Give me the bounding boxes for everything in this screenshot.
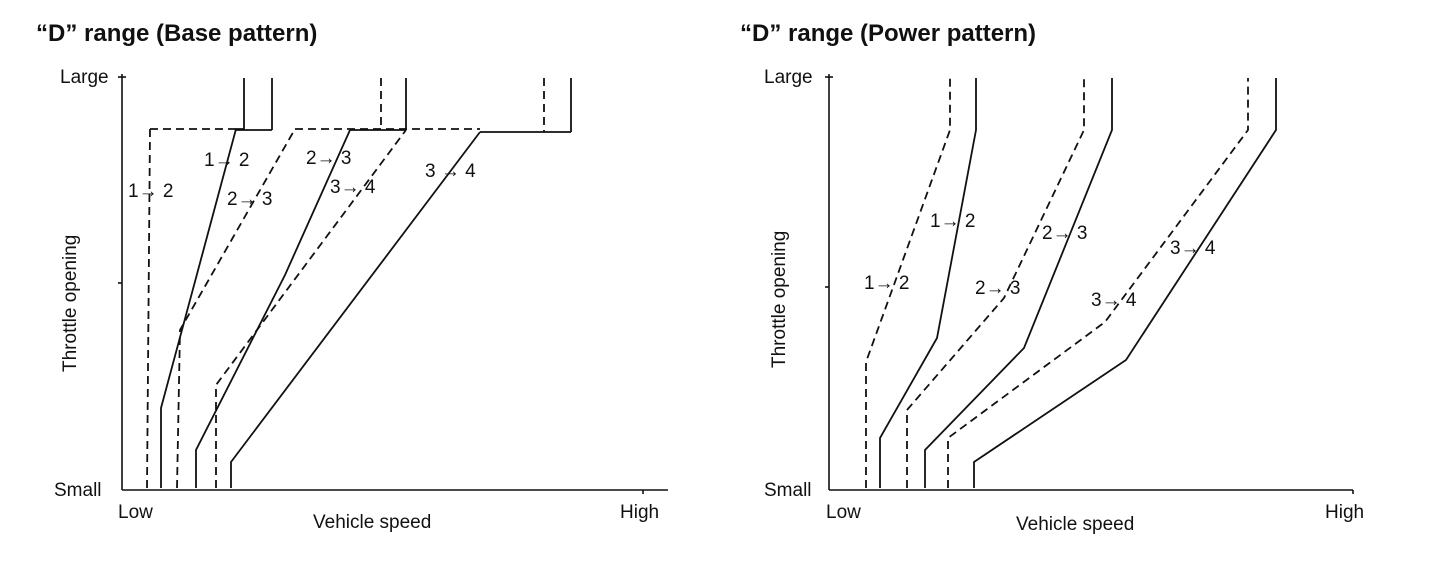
shift-line-1-2-down	[146, 128, 151, 489]
y-axis-top-label: Large	[764, 67, 813, 88]
shift-annotation: 2→ 3	[227, 189, 272, 210]
shift-annotation: 3→ 4	[1091, 290, 1137, 311]
y-axis-bottom-label: Small	[764, 480, 812, 501]
shift-line-3-4-down	[947, 78, 1249, 488]
y-axis-title: Throttle opening	[769, 231, 790, 368]
y-axis-bottom-label: Small	[54, 480, 102, 501]
x-axis-title: Vehicle speed	[313, 512, 431, 533]
shift-annotation: 2→ 3	[306, 148, 351, 169]
y-axis-top-label: Large	[60, 67, 109, 88]
x-axis-right-label: High	[620, 502, 659, 523]
panel-title: “D” range (Base pattern)	[36, 20, 318, 47]
shift-line-3-4-up	[230, 131, 481, 488]
shift-line-1-2-down	[865, 78, 951, 488]
base-pattern-panel: “D” range (Base pattern) Large Small	[36, 20, 668, 533]
shift-line-2-3-down	[176, 128, 296, 489]
shift-annotation: 2→ 3	[1042, 223, 1087, 244]
shift-line-2-3-up	[195, 129, 351, 488]
shift-annotation: 1→ 2	[128, 181, 173, 202]
shift-annotation: 1→ 2	[864, 273, 909, 294]
shift-line-3-4-down	[215, 129, 407, 488]
shift-annotation: 1→ 2	[204, 150, 249, 171]
shift-line-1-2-up	[160, 78, 245, 488]
shift-line-2-3-up	[924, 78, 1113, 488]
x-axis-left-label: Low	[118, 502, 153, 523]
shift-line-3-4-up	[973, 78, 1277, 488]
shift-annotation: 1→ 2	[930, 211, 975, 232]
shift-annotation: 2→ 3	[975, 278, 1020, 299]
x-axis-left-label: Low	[826, 502, 861, 523]
shift-annotation: 3→ 4	[1170, 238, 1216, 259]
x-axis-title: Vehicle speed	[1016, 514, 1134, 535]
x-axis-right-label: High	[1325, 502, 1364, 523]
y-axis-title: Throttle opening	[60, 235, 81, 372]
shift-annotation: 3 → 4	[425, 161, 476, 182]
shift-line-1-2-up	[879, 78, 977, 488]
shift-annotation: 3→ 4	[330, 177, 376, 198]
panel-title: “D” range (Power pattern)	[740, 20, 1037, 47]
power-pattern-panel: “D” range (Power pattern) Large Small Th…	[728, 0, 1456, 562]
base-pattern-diagram: Large Small Throttle opening Low Vehicle…	[54, 67, 668, 533]
shift-line-2-3-down	[906, 78, 1085, 488]
power-pattern-diagram: Large Small Throttle opening Low Vehicle…	[764, 67, 1364, 535]
